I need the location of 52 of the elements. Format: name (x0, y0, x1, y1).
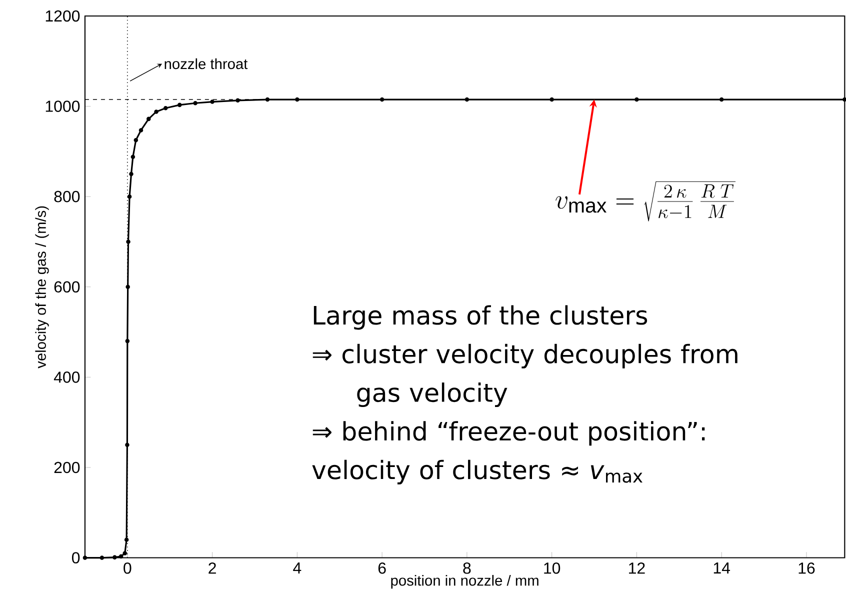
point (125, 339, 130, 344)
point (138, 128, 144, 132)
point (129, 172, 134, 176)
x-tick-label: 6 (378, 562, 386, 574)
annotation: nozzle throat (164, 58, 248, 70)
point (146, 116, 151, 122)
x-tick-label: 4 (293, 562, 302, 574)
annotation: ⇒ cluster velocity decouples from gas velocity (312, 344, 738, 408)
point (100, 556, 104, 560)
point (295, 98, 300, 102)
point (464, 98, 470, 102)
point (134, 138, 138, 142)
x-tick-label: 16 (798, 562, 815, 574)
y-tick-label: 800 (54, 191, 80, 202)
point (127, 194, 132, 199)
x-tick-label: 2 (208, 562, 216, 574)
point (380, 98, 384, 102)
point (125, 442, 130, 448)
x-tick-label: 10 (544, 562, 560, 574)
y-tick-label: 1200 (46, 10, 80, 22)
annotation: Large mass of the clusters (314, 305, 648, 330)
y-tick-label: 200 (54, 462, 80, 474)
point (82, 556, 88, 560)
x-tick-label: 12 (629, 562, 645, 574)
point (193, 101, 198, 106)
point (210, 100, 214, 104)
x-axis-title: position in nozzle / mm (391, 575, 538, 589)
point (550, 98, 554, 102)
point (236, 98, 240, 103)
y-tick-label: 0 (72, 552, 80, 564)
point (154, 110, 158, 114)
point (265, 98, 270, 102)
y-axis-title: velocity of the gas / (m/s) (35, 206, 49, 368)
x-tick-label: 0 (124, 562, 132, 574)
point (126, 284, 130, 290)
point (634, 98, 639, 102)
point (122, 551, 127, 556)
point (177, 102, 182, 108)
point (126, 240, 130, 244)
y-tick-label: 1000 (46, 100, 80, 112)
annotation: $v_{\mathrm{max}} = \sqrt{\frac{2\,\kappa}{\kappa-1}\,\frac{R\;T}{M}}$ (556, 181, 736, 222)
annotation: ⇒ behind “freeze-out position”: velocity of clusters ≈ v$_{max}$ (312, 421, 705, 484)
x-tick-label: 14 (714, 562, 730, 574)
point (124, 538, 129, 542)
point (130, 154, 136, 160)
y-tick-label: 600 (54, 281, 80, 293)
point (719, 98, 724, 102)
y-tick-label: 400 (54, 372, 80, 383)
point (118, 554, 124, 559)
point (163, 106, 168, 110)
x-tick-label: 8 (463, 562, 471, 574)
point (112, 555, 117, 560)
